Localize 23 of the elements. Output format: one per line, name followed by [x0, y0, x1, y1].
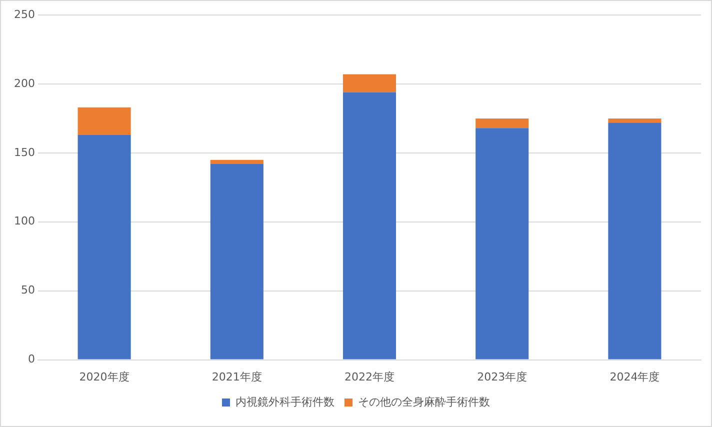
x-tick-label: 2022年度: [344, 370, 394, 384]
x-tick-label: 2021年度: [212, 370, 262, 384]
x-tick-label: 2024年度: [610, 370, 660, 384]
y-tick-label: 0: [28, 352, 35, 366]
bar: [210, 160, 264, 164]
bar: [476, 118, 529, 128]
bar: [476, 128, 529, 360]
bar: [342, 92, 396, 360]
x-tick-label: 2023年度: [477, 370, 528, 384]
bar: [608, 122, 662, 360]
y-tick-label: 250: [14, 8, 35, 21]
y-tick-label: 100: [14, 214, 35, 228]
x-tick-label: 2020年度: [79, 370, 130, 384]
bar: [210, 164, 264, 360]
bar: [78, 134, 131, 360]
y-tick-label: 150: [14, 146, 35, 159]
bar: [342, 74, 396, 92]
bar: [78, 107, 131, 135]
bar: [608, 118, 662, 123]
y-tick-label: 50: [20, 284, 35, 297]
y-tick-label: 200: [14, 76, 35, 90]
legend-label: その他の全身麻酔手術件数: [358, 395, 490, 408]
legend-label: 内視鏡外科手術件数: [236, 395, 334, 408]
